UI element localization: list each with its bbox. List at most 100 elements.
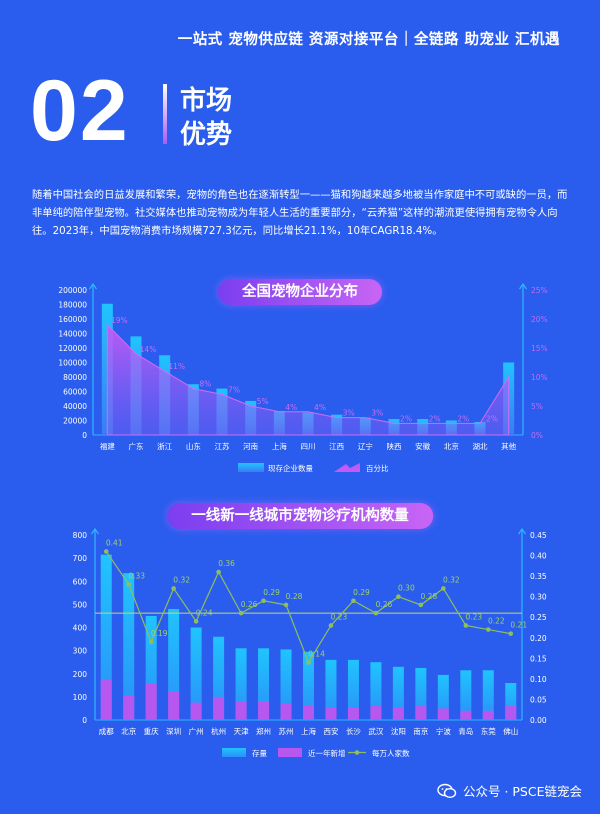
chart2-y2-tick: 0.40 bbox=[530, 552, 547, 561]
chart1-x-tick: 浙江 bbox=[157, 441, 172, 451]
chart1-y-tick: 140000 bbox=[58, 330, 87, 339]
chart1-legend-area: 百分比 bbox=[366, 463, 389, 473]
chart2-bar-new-东莞 bbox=[482, 710, 494, 720]
chart2-density-point-沈阳 bbox=[396, 594, 401, 599]
chart1-title: 全国宠物企业分布 bbox=[218, 279, 382, 305]
chart2-y2-tick: 0.30 bbox=[530, 593, 547, 602]
chart1-data-label: 3% bbox=[371, 409, 383, 418]
chart1-x-tick: 安徽 bbox=[415, 441, 430, 451]
chart1-data-label: 4% bbox=[285, 403, 297, 412]
chart2-data-label: 0.32 bbox=[443, 575, 460, 584]
chart2-density-point-重庆 bbox=[148, 639, 154, 645]
chart2-x-tick: 宁波 bbox=[436, 726, 451, 736]
chart2-density-point-西安 bbox=[328, 623, 334, 628]
section-title-line1: 市场 bbox=[180, 86, 233, 116]
chart2-density-point-苏州 bbox=[283, 602, 289, 608]
chart2-bar-new-宁波 bbox=[437, 708, 449, 720]
chart2-density-point-杭州 bbox=[216, 569, 221, 575]
chart2-y2-tick: 0.45 bbox=[530, 531, 547, 540]
chart1-data-label: 2% bbox=[457, 414, 469, 423]
chart2-data-label: 0.24 bbox=[196, 608, 213, 617]
chart2-bar-stock-广州 bbox=[190, 627, 202, 720]
chart1-y-tick: 100000 bbox=[58, 359, 87, 368]
chart1-legend-swatch-bar bbox=[238, 463, 264, 472]
chart2-density-point-北京 bbox=[126, 582, 132, 587]
chart2-y2-tick: 0.15 bbox=[530, 654, 547, 663]
chart2-bar-stock-西安 bbox=[325, 659, 337, 720]
chart2-density-point-武汉 bbox=[373, 610, 379, 616]
chart2-bar-stock-成都 bbox=[100, 554, 112, 720]
chart2-y-tick: 600 bbox=[73, 577, 88, 586]
chart1-data-label: 2% bbox=[400, 414, 412, 423]
chart2-density-point-佛山 bbox=[508, 631, 514, 636]
chart2-bar-stock-佛山 bbox=[505, 683, 517, 720]
chart1-y2-tick: 25% bbox=[531, 286, 548, 295]
chart2-data-label: 0.32 bbox=[173, 575, 190, 584]
chart2-data-label: 0.23 bbox=[465, 612, 482, 621]
chart2-x-tick: 成都 bbox=[99, 726, 114, 736]
chart2-x-tick: 重庆 bbox=[144, 726, 159, 736]
chart2-x-tick: 佛山 bbox=[503, 726, 518, 736]
chart1-percent-area bbox=[106, 323, 510, 436]
chart2-data-label: 0.28 bbox=[421, 592, 438, 601]
chart1-data-label: 7% bbox=[228, 385, 240, 394]
chart2-bar-stock-青岛 bbox=[460, 670, 472, 720]
section-number: 02 bbox=[30, 63, 130, 159]
chart1-x-tick: 江西 bbox=[329, 442, 344, 451]
chart2-bar-stock-南京 bbox=[415, 667, 427, 720]
chart2-legend-line: 每万人家数 bbox=[372, 748, 410, 758]
watermark-text: 公众号 · PSCE链宠会 bbox=[462, 784, 582, 799]
chart2-y-tick: 400 bbox=[73, 624, 88, 633]
chart2-x-tick: 深圳 bbox=[166, 726, 181, 736]
chart1-x-tick: 福建 bbox=[100, 441, 115, 451]
chart2-y2-axis-arrow bbox=[518, 527, 526, 535]
chart2-bar-stock-郑州 bbox=[258, 648, 270, 720]
chart1-data-label: 4% bbox=[314, 403, 326, 412]
chart1-x-tick: 四川 bbox=[301, 442, 316, 451]
chart2-y-tick: 700 bbox=[73, 554, 88, 563]
intro-paragraph: 随着中国社会的日益发展和繁荣，宠物的角色也在逐渐转型一——猫和狗越来越多地被当作… bbox=[32, 189, 568, 237]
chart1-y2-axis-arrow bbox=[519, 282, 527, 290]
chart1-x-tick: 湖北 bbox=[473, 442, 488, 451]
section-title-line2: 优势 bbox=[180, 120, 233, 150]
chart2-y2-tick: 0.35 bbox=[530, 572, 547, 581]
chart1-y2-tick: 5% bbox=[531, 402, 543, 411]
chart2-bar-new-重庆 bbox=[145, 683, 157, 720]
chart1-y-tick: 20000 bbox=[63, 417, 87, 426]
chart1-data-label: 5% bbox=[257, 397, 269, 406]
chart2-x-tick: 长沙 bbox=[346, 726, 361, 736]
chart2-density-point-广州 bbox=[193, 619, 199, 624]
chart2-bar-new-天津 bbox=[235, 701, 247, 720]
chart2-y2-tick: 0.10 bbox=[530, 675, 547, 684]
chart1-y2-tick: 15% bbox=[531, 344, 548, 353]
chart2-x-tick: 南京 bbox=[413, 726, 428, 736]
chart2-density-point-郑州 bbox=[261, 598, 266, 604]
chart2-legend-new: 近一年新增 bbox=[308, 748, 346, 758]
chart2-bar-stock-上海 bbox=[303, 651, 314, 720]
chart1-data-label: 3% bbox=[343, 409, 355, 418]
chart2-data-label: 0.30 bbox=[398, 584, 415, 593]
chart2-x-tick: 沈阳 bbox=[391, 726, 406, 736]
chart1-x-tick: 辽宁 bbox=[358, 441, 373, 451]
chart2-y2-tick: 0.20 bbox=[530, 634, 547, 643]
chart2-legend-stock: 存量 bbox=[252, 748, 267, 758]
chart2-data-label: 0.28 bbox=[286, 592, 303, 601]
chart2-x-tick: 东莞 bbox=[481, 726, 496, 736]
chart2-data-label: 0.19 bbox=[151, 629, 168, 638]
chart2-x-tick: 郑州 bbox=[256, 726, 271, 736]
chart1-x-tick: 广东 bbox=[129, 441, 144, 451]
chart2-data-label: 0.23 bbox=[331, 612, 348, 621]
chart1-x-tick: 上海 bbox=[272, 441, 287, 451]
chart1-x-tick: 江苏 bbox=[215, 441, 230, 451]
chart2-bar-stock-杭州 bbox=[213, 636, 225, 720]
chart2-density-point-天津 bbox=[238, 610, 244, 616]
section-title: 市场 优势 bbox=[180, 84, 232, 152]
chart2-data-label: 0.26 bbox=[376, 600, 393, 609]
chart2-density-point-长沙 bbox=[351, 598, 356, 604]
chart2-x-tick: 天津 bbox=[234, 727, 249, 736]
chart2-data-label: 0.26 bbox=[241, 600, 258, 609]
chart2-density-point-上海 bbox=[306, 660, 311, 665]
section-divider bbox=[163, 84, 167, 144]
chart2-data-label: 0.29 bbox=[263, 588, 280, 597]
chart2-density-point-宁波 bbox=[441, 586, 446, 591]
